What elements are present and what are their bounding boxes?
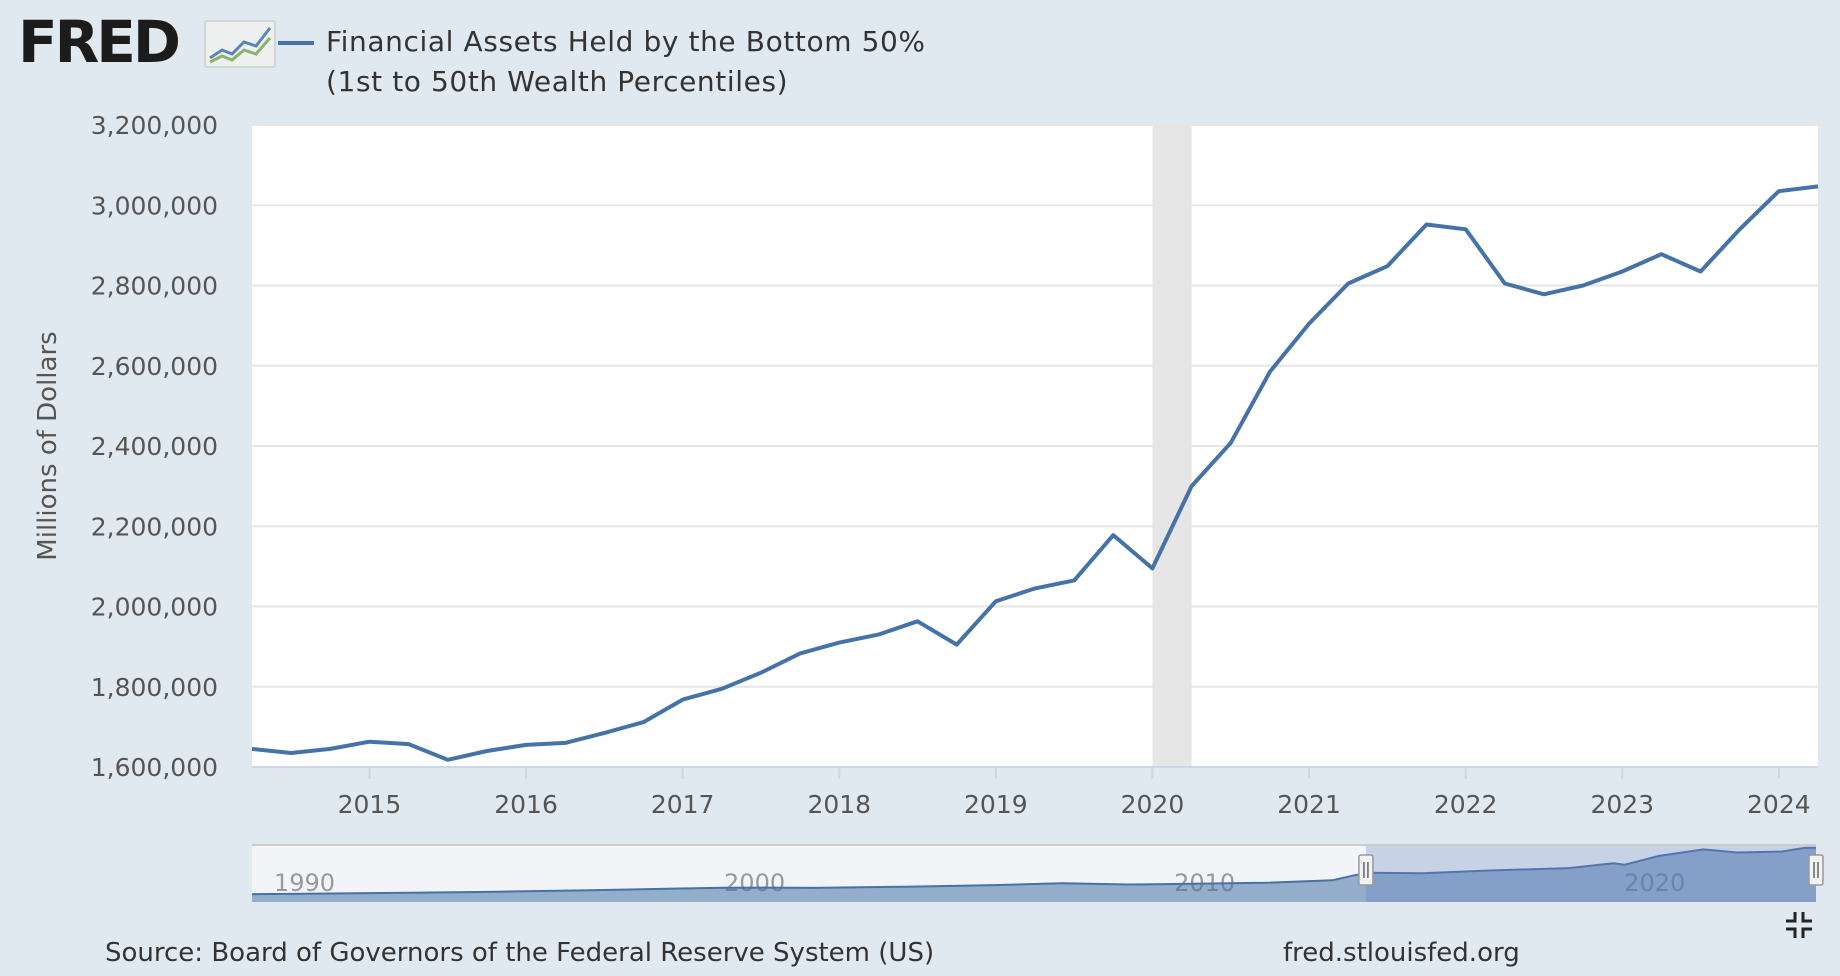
y-tick-label: 2,400,000 <box>91 432 218 461</box>
x-tick-label: 2022 <box>1434 790 1498 819</box>
y-tick-label: 2,000,000 <box>91 593 218 622</box>
line-chart-icon <box>204 20 276 68</box>
y-axis-label: Millions of Dollars <box>33 331 63 561</box>
x-tick-label: 2016 <box>494 790 558 819</box>
series-line[interactable] <box>251 184 1819 762</box>
y-tick-label: 3,000,000 <box>91 191 218 220</box>
y-tick-label: 3,200,000 <box>91 111 218 140</box>
x-tick-label: 2019 <box>964 790 1028 819</box>
navigator-selection[interactable] <box>1365 845 1816 902</box>
x-tick-label: 2024 <box>1747 790 1811 819</box>
legend-swatch <box>278 41 314 45</box>
x-tick-label: 2017 <box>651 790 715 819</box>
fred-logo[interactable]: FRED <box>18 12 276 74</box>
x-tick-label: 2018 <box>807 790 871 819</box>
y-tick-label: 1,600,000 <box>91 753 218 782</box>
collapse-icon[interactable] <box>1784 910 1814 940</box>
legend-label: Financial Assets Held by the Bottom 50% … <box>326 25 926 98</box>
navigator-label: 1990 <box>274 869 335 897</box>
y-tick-label: 1,800,000 <box>91 673 218 702</box>
x-tick-label: 2015 <box>338 790 402 819</box>
navigator-area <box>252 847 1816 902</box>
y-tick-label: 2,800,000 <box>91 272 218 301</box>
x-tick-label: 2023 <box>1590 790 1654 819</box>
navigator-handle-left[interactable] <box>1358 854 1374 886</box>
navigator-handle-right[interactable] <box>1808 854 1824 886</box>
y-tick-label: 2,200,000 <box>91 512 218 541</box>
source-note: Source: Board of Governors of the Federa… <box>105 938 935 968</box>
x-tick-label: 2020 <box>1121 790 1185 819</box>
y-tick-label: 2,600,000 <box>91 352 218 381</box>
site-link[interactable]: fred.stlouisfed.org <box>1283 938 1520 968</box>
x-tick-label: 2021 <box>1277 790 1341 819</box>
chart-header: FRED Financial Assets Held by the Bottom… <box>0 0 1840 110</box>
fred-logo-text: FRED <box>18 8 181 76</box>
navigator-line <box>251 846 1817 896</box>
